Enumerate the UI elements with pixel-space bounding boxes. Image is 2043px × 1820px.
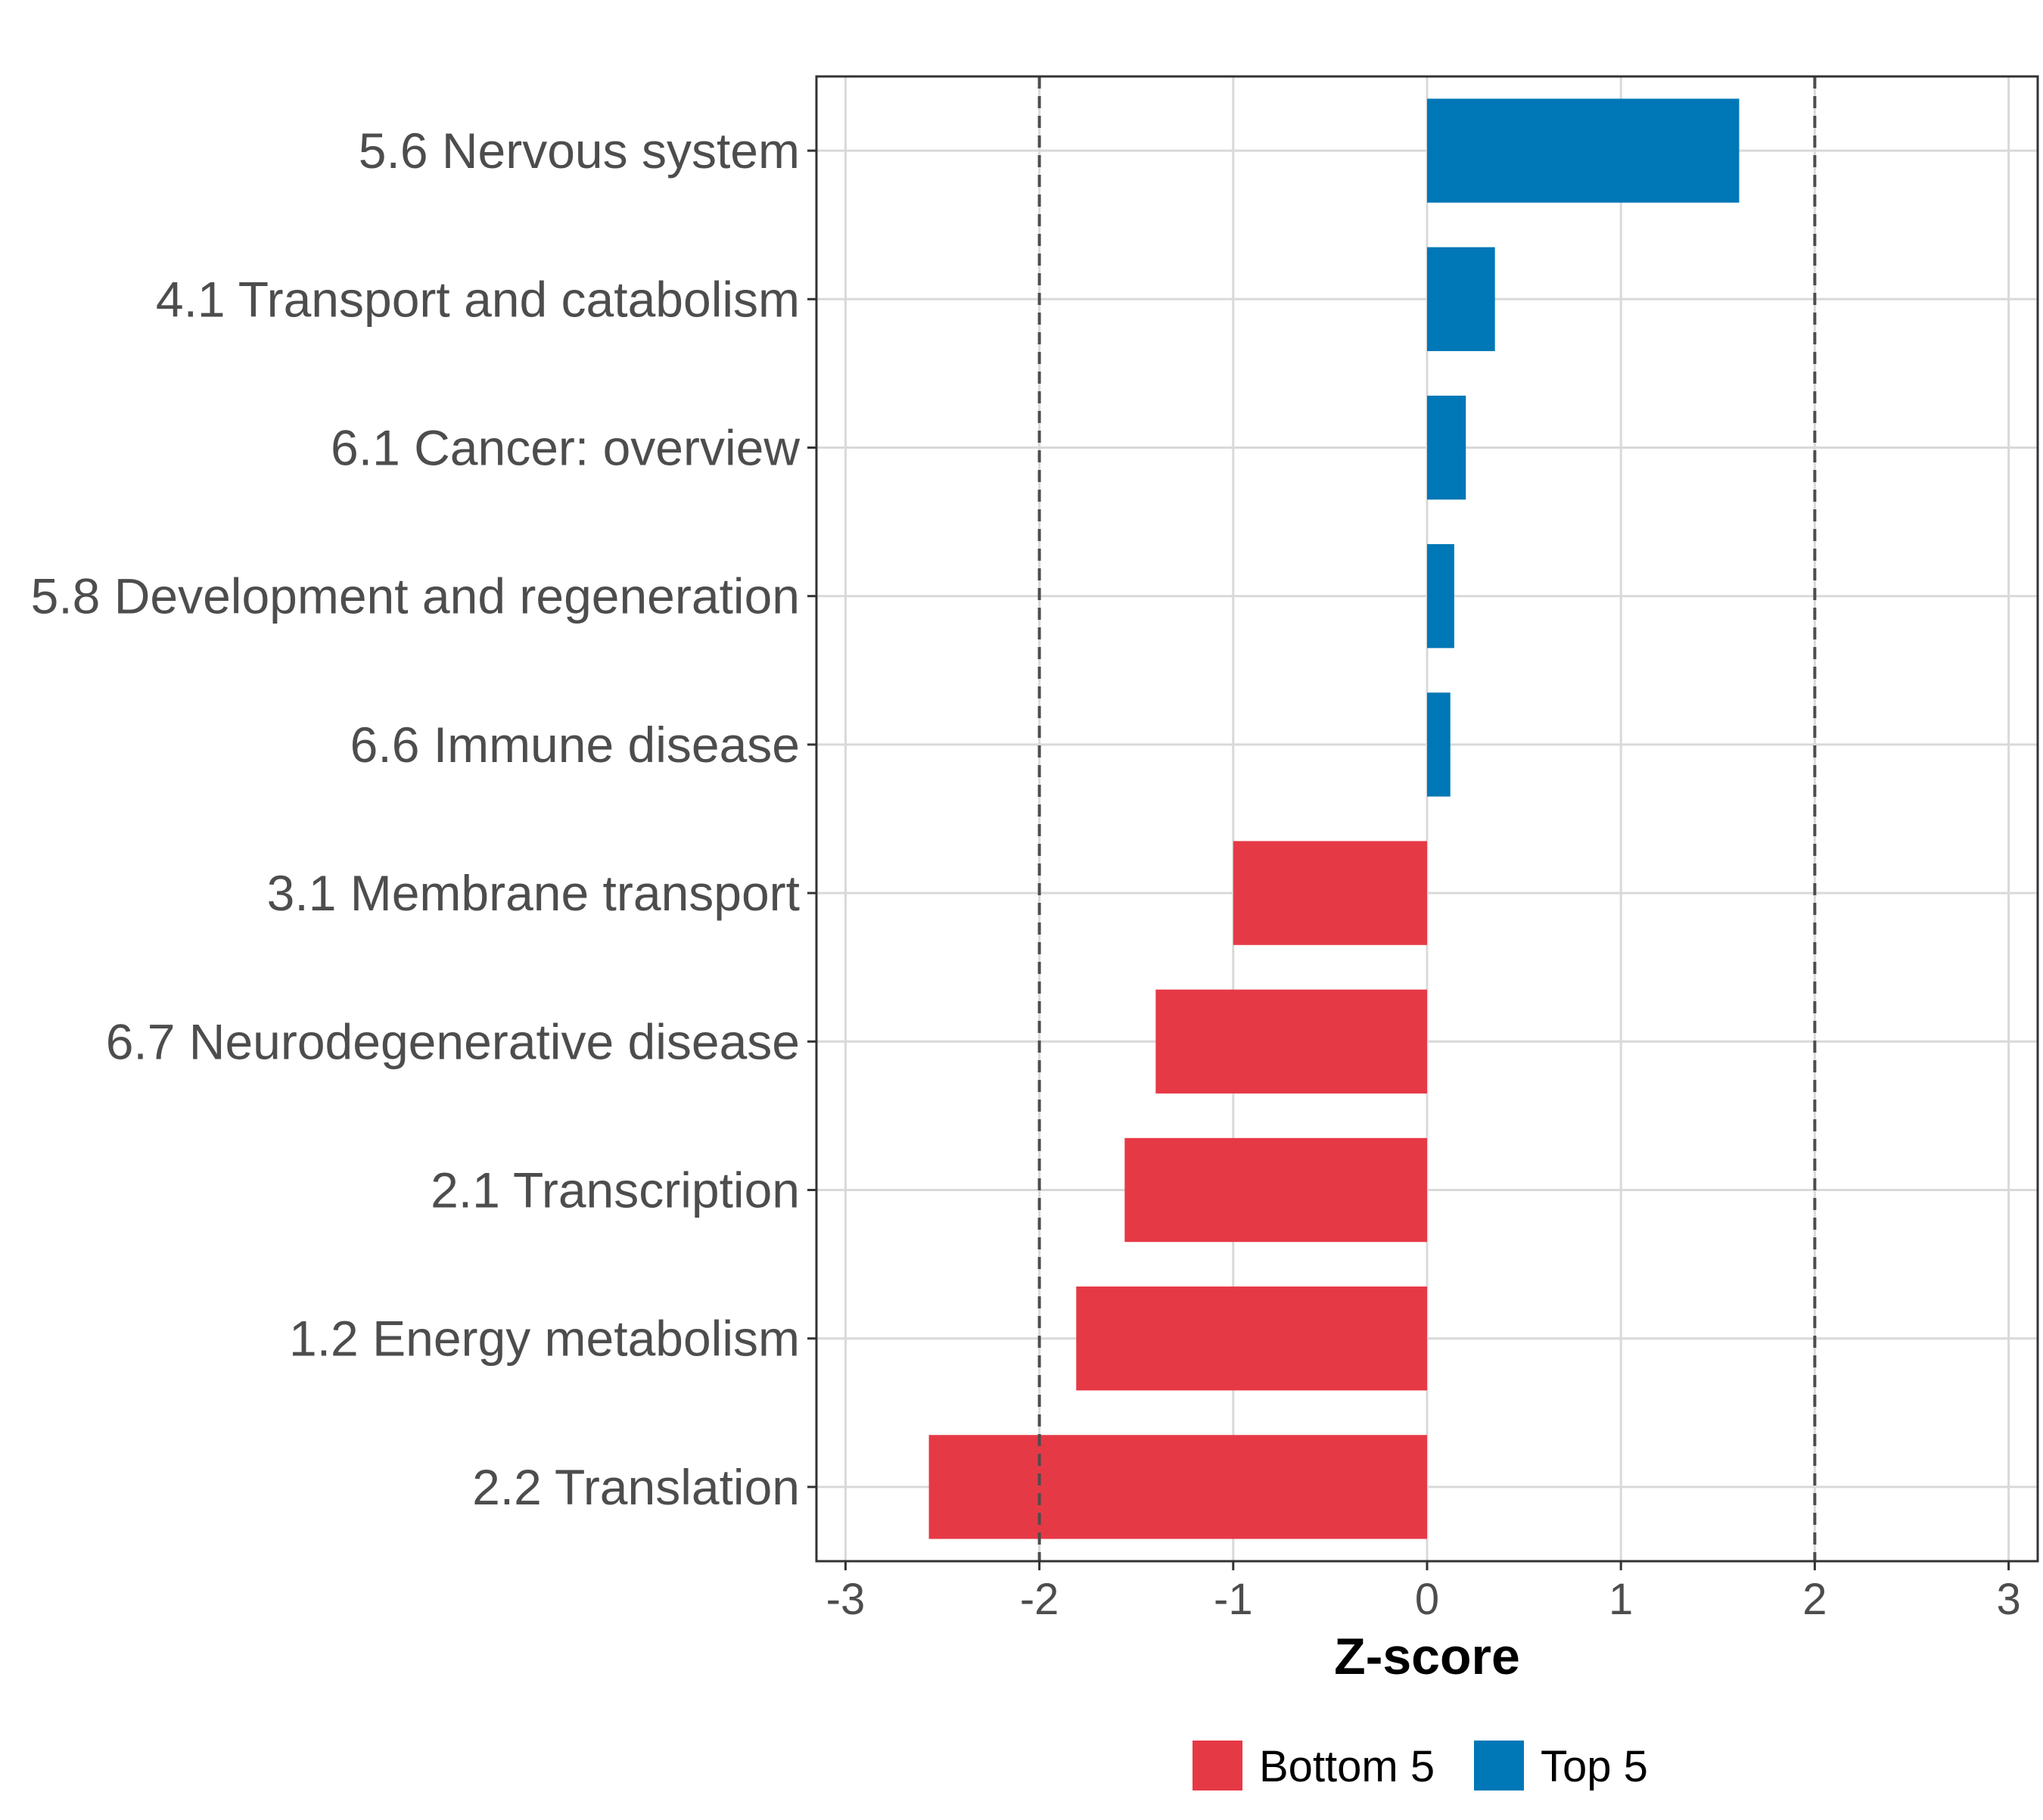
legend-key <box>1193 1741 1242 1790</box>
x-tick-label: -3 <box>826 1575 866 1624</box>
x-tick-label: 1 <box>1609 1575 1633 1624</box>
bar <box>1124 1137 1427 1243</box>
x-tick-label: 3 <box>1996 1575 2020 1624</box>
y-tick-label: 1.2 Energy metabolism <box>289 1311 800 1367</box>
legend-label: Top 5 <box>1541 1742 1648 1791</box>
y-tick-label: 6.1 Cancer: overview <box>331 420 800 476</box>
y-tick-label: 6.6 Immune disease <box>350 717 800 773</box>
bar <box>1427 395 1466 500</box>
bar <box>1427 98 1740 203</box>
x-tick-label: 0 <box>1415 1575 1439 1624</box>
legend-key <box>1474 1741 1524 1790</box>
y-tick-label: 2.2 Translation <box>472 1459 800 1515</box>
x-tick-label: -1 <box>1214 1575 1253 1624</box>
y-axis: 5.6 Nervous system 4.1 Transport and cata… <box>31 123 816 1515</box>
x-tick-label: 2 <box>1802 1575 1827 1624</box>
reference-lines <box>1037 76 1817 1561</box>
y-tick-label: 5.6 Nervous system <box>359 123 800 179</box>
bar <box>1427 692 1451 797</box>
legend-label: Bottom 5 <box>1259 1742 1435 1791</box>
bars-layer <box>928 98 1740 1539</box>
y-tick-label: 2.1 Transcription <box>431 1162 800 1218</box>
y-tick-label: 3.1 Membrane transport <box>267 865 800 921</box>
y-tick-label: 4.1 Transport and catabolism <box>156 271 800 327</box>
bar <box>1155 989 1427 1094</box>
y-tick-label: 6.7 Neurodegenerative disease <box>106 1013 800 1069</box>
bar <box>1427 544 1454 649</box>
x-axis-title: Z-score <box>1334 1628 1520 1685</box>
bar <box>1427 247 1495 351</box>
bar <box>928 1435 1427 1539</box>
legend: Bottom 5 Top 5 <box>1193 1741 1648 1791</box>
bar <box>1076 1286 1427 1391</box>
y-tick-label: 5.8 Development and regeneration <box>31 568 800 624</box>
bar <box>1233 841 1427 945</box>
x-tick-label: -2 <box>1020 1575 1059 1624</box>
x-axis: -3 -2 -1 0 1 2 3 <box>826 1561 2021 1624</box>
